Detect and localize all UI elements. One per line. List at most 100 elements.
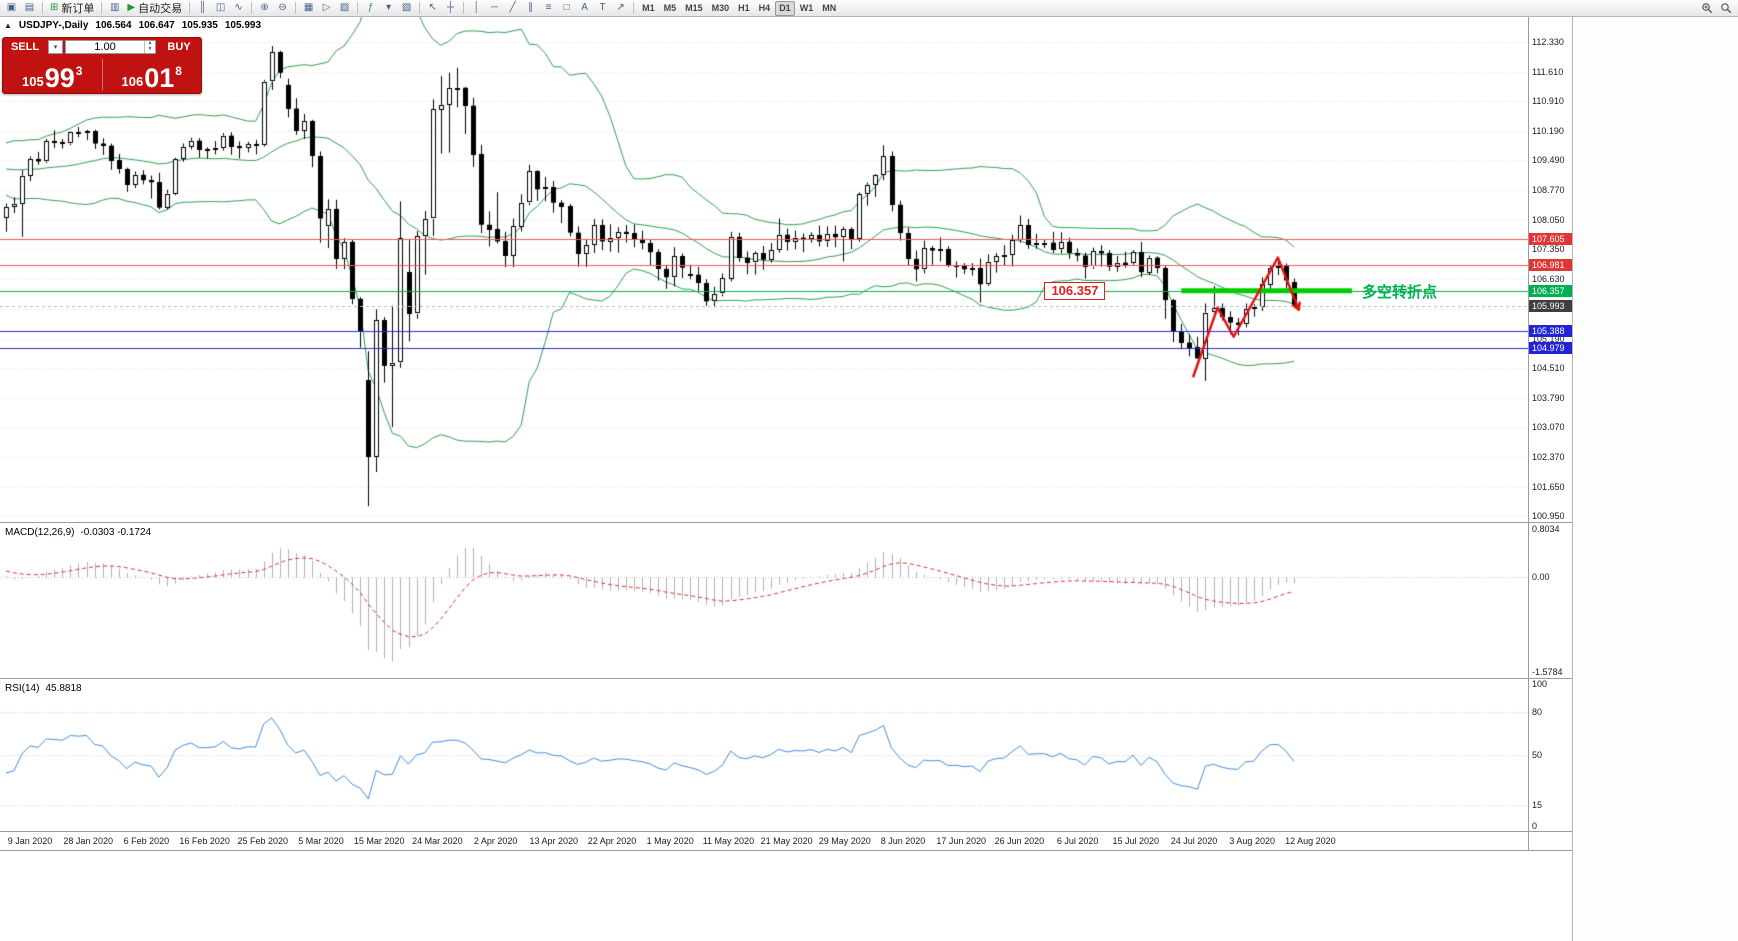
date-label: 1 May 2020 xyxy=(646,836,694,846)
sell-price-prefix: 105 xyxy=(22,74,44,89)
timeframe-m5-button[interactable]: M5 xyxy=(663,3,677,13)
new-chart-icon: ▣ xyxy=(6,2,17,13)
lot-size-input[interactable]: 1.00 ▲ ▼ xyxy=(65,40,156,54)
zoom-in-icon[interactable]: ⊕ xyxy=(256,1,273,16)
vertical-line-icon[interactable]: │ xyxy=(468,1,485,16)
rsi-axis-label: 0 xyxy=(1532,821,1538,831)
date-label: 29 May 2020 xyxy=(818,836,871,846)
zoom-out-icon: ⊖ xyxy=(278,2,287,13)
bar-chart-icon[interactable]: ║ xyxy=(194,1,211,16)
date-label: 17 Jun 2020 xyxy=(936,836,986,846)
sell-price-pip: 3 xyxy=(75,64,83,78)
autotrade-button[interactable]: ▶ 自动交易 xyxy=(124,1,185,16)
timeframe-h1-button[interactable]: H1 xyxy=(738,3,750,13)
new-chart-icon[interactable]: ▣ xyxy=(3,1,20,16)
price-grid-label: 112.330 xyxy=(1532,36,1564,47)
buy-tab[interactable]: BUY xyxy=(167,41,191,53)
templates-icon[interactable]: ▧ xyxy=(398,1,415,16)
fibonacci-icon[interactable]: ≡ xyxy=(540,1,557,16)
line-chart-icon: ∿ xyxy=(234,2,243,13)
macd-axis[interactable]: 0.8034 0.00 -1.5784 xyxy=(1529,523,1572,678)
market-watch-icon[interactable]: ▥ xyxy=(106,1,123,16)
date-label: 25 Feb 2020 xyxy=(237,836,289,846)
chart-shift-icon[interactable]: ▨ xyxy=(336,1,353,16)
price-macd-separator[interactable] xyxy=(0,522,1572,523)
timeframe-h4-button[interactable]: H4 xyxy=(758,3,771,13)
price-grid-label: 107.350 xyxy=(1532,244,1565,255)
channel-icon[interactable]: ∥ xyxy=(522,1,539,16)
lot-size-value[interactable]: 1.00 xyxy=(94,41,116,53)
buy-button[interactable]: 106 01 8 xyxy=(103,56,202,93)
chart-profiles-icon: ▤ xyxy=(24,2,35,13)
symbol-period-label: USDJPY-,Daily xyxy=(18,20,89,31)
indicators-icon[interactable]: ƒ xyxy=(362,1,379,16)
periods-dropdown-icon: ▾ xyxy=(386,2,392,13)
macd-rsi-separator[interactable] xyxy=(0,678,1572,679)
auto-scroll-icon[interactable]: ▷ xyxy=(318,1,335,16)
crosshair-icon: ┼ xyxy=(447,2,455,13)
price-chart-canvas[interactable] xyxy=(0,17,1528,522)
candlestick-chart-icon: ◫ xyxy=(215,2,226,13)
crosshair-icon[interactable]: ┼ xyxy=(442,1,459,16)
lot-up-icon[interactable]: ▲ xyxy=(147,40,153,46)
chart-profiles-icon[interactable]: ▤ xyxy=(21,1,38,16)
autotrade-button-label: 自动交易 xyxy=(138,3,183,15)
zoom-in-icon: ⊕ xyxy=(260,2,269,13)
label-icon[interactable]: T xyxy=(594,1,611,16)
zoom-out-icon[interactable]: ⊖ xyxy=(274,1,291,16)
date-label: 21 May 2020 xyxy=(760,836,813,846)
rsi-value: 45.8818 xyxy=(45,683,82,694)
timeframe-d1-button[interactable]: D1 xyxy=(775,0,795,16)
cursor-icon[interactable]: ↖ xyxy=(424,1,441,16)
price-grid-label: 108.050 xyxy=(1532,215,1565,226)
rsi-axis-label: 80 xyxy=(1532,707,1543,718)
date-label: 22 Apr 2020 xyxy=(587,836,637,846)
candlestick-chart-icon[interactable]: ◫ xyxy=(212,1,229,16)
tile-windows-icon: ▦ xyxy=(303,2,314,13)
price-grid-label: 106.630 xyxy=(1532,274,1565,285)
right-empty-panel xyxy=(1572,17,1738,941)
price-axis[interactable]: 112.330 111.610 110.910 110.190 109.490 108.7… xyxy=(1529,17,1572,522)
timeframe-m30-button[interactable]: M30 xyxy=(711,3,730,13)
new-order-button[interactable]: ⊞ 新订单 xyxy=(47,1,97,16)
one-click-collapse-icon[interactable]: ▲ xyxy=(4,21,12,30)
ohlc-open: 106.564 xyxy=(95,20,132,31)
tile-windows-icon[interactable]: ▦ xyxy=(300,1,317,16)
rsi-axis[interactable]: 100 80 50 15 0 xyxy=(1529,679,1572,831)
magnifier-icon[interactable] xyxy=(1717,1,1735,16)
lot-stepper[interactable]: ▲ ▼ xyxy=(144,41,155,53)
price-callout-box[interactable]: 106.357 xyxy=(1044,281,1106,300)
text-icon[interactable]: A xyxy=(576,1,593,16)
timeframe-mn-button[interactable]: MN xyxy=(822,3,837,13)
magnifier-plus-icon[interactable] xyxy=(1698,1,1716,16)
price-line-label: 106.981 xyxy=(1529,258,1572,271)
arrows-icon: ↗ xyxy=(616,2,625,13)
timeframe-m15-button[interactable]: M15 xyxy=(685,3,703,13)
periods-dropdown-icon[interactable]: ▾ xyxy=(380,1,397,16)
date-label: 5 Mar 2020 xyxy=(298,836,344,846)
lot-down-icon[interactable]: ▼ xyxy=(147,46,153,52)
price-grid-label: 111.610 xyxy=(1532,66,1564,77)
price-grid-label: 110.190 xyxy=(1532,126,1564,137)
price-grid-label: 108.770 xyxy=(1532,185,1565,196)
timeframe-w1-button[interactable]: W1 xyxy=(799,3,814,13)
date-axis[interactable]: 9 Jan 2020 28 Jan 2020 6 Feb 2020 16 Feb 20… xyxy=(0,832,1528,850)
new-order-button: ⊞ xyxy=(50,2,59,13)
ohlc-low: 105.935 xyxy=(181,20,218,31)
buy-price-main: 01 xyxy=(144,63,175,94)
shapes-icon[interactable]: □ xyxy=(558,1,575,16)
arrows-icon[interactable]: ↗ xyxy=(612,1,629,16)
trendline-icon[interactable]: ╱ xyxy=(504,1,521,16)
rsi-indicator-canvas[interactable] xyxy=(0,679,1528,831)
timeframe-m1-button[interactable]: M1 xyxy=(642,3,655,13)
sell-tab[interactable]: SELL xyxy=(10,41,40,53)
order-type-dropdown[interactable]: ▾ xyxy=(48,40,63,54)
date-label: 8 Jun 2020 xyxy=(880,836,926,846)
rsi-axis-label: 15 xyxy=(1532,799,1543,810)
pivot-point-note[interactable]: 多空转折点 xyxy=(1362,283,1438,301)
horizontal-line-icon[interactable]: ─ xyxy=(486,1,503,16)
sell-button[interactable]: 105 99 3 xyxy=(3,56,102,93)
line-chart-icon[interactable]: ∿ xyxy=(230,1,247,16)
macd-indicator-canvas[interactable] xyxy=(0,523,1528,678)
price-grid-label: 101.650 xyxy=(1532,481,1565,492)
